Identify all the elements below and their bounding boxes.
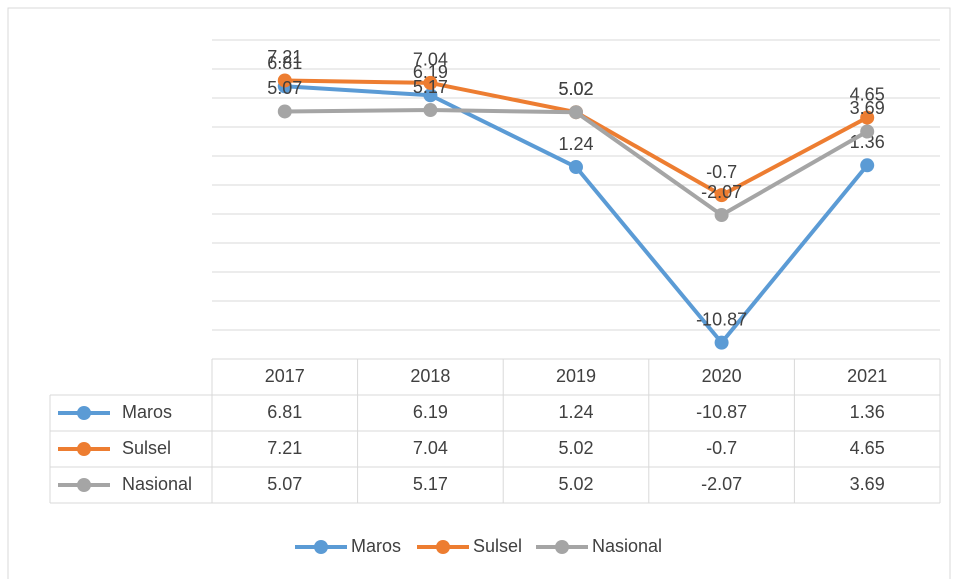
legend-marker	[436, 540, 450, 554]
data-label: 5.02	[558, 79, 593, 99]
data-label: -10.87	[696, 309, 747, 329]
legend-marker	[77, 442, 91, 456]
data-label: 4.65	[850, 84, 885, 104]
data-point	[423, 88, 438, 103]
data-point	[423, 103, 438, 118]
table-cell: -2.07	[701, 474, 742, 494]
table-series-name: Maros	[122, 402, 172, 422]
data-label: 5.17	[413, 77, 448, 97]
legend-marker	[77, 478, 91, 492]
data-label: -2.07	[701, 182, 742, 202]
table-cell: 5.02	[558, 474, 593, 494]
x-tick-label: 2017	[265, 366, 305, 386]
data-point	[860, 124, 875, 139]
x-tick-label: 2019	[556, 366, 596, 386]
table-cell: 4.65	[850, 438, 885, 458]
x-tick-label: 2020	[702, 366, 742, 386]
legend-label: Maros	[351, 536, 401, 556]
table-cell: 6.81	[267, 402, 302, 422]
data-point	[423, 75, 438, 90]
table-cell: 7.21	[267, 438, 302, 458]
table-series-name: Sulsel	[122, 438, 171, 458]
data-point	[714, 188, 729, 203]
data-point	[277, 104, 292, 119]
table-cell: -0.7	[706, 438, 737, 458]
data-point	[714, 335, 729, 350]
table-cell: -10.87	[696, 402, 747, 422]
legend-marker	[555, 540, 569, 554]
data-point	[277, 73, 292, 88]
data-label: 1.24	[558, 134, 593, 154]
data-label: 5.07	[267, 78, 302, 98]
table-cell: 1.36	[850, 402, 885, 422]
table-cell: 5.17	[413, 474, 448, 494]
table-cell: 1.24	[558, 402, 593, 422]
table-cell: 3.69	[850, 474, 885, 494]
data-label: 7.04	[413, 50, 448, 70]
data-label: 7.21	[267, 47, 302, 67]
table-cell: 7.04	[413, 438, 448, 458]
x-tick-label: 2018	[410, 366, 450, 386]
legend-label: Sulsel	[473, 536, 522, 556]
table-series-name: Nasional	[122, 474, 192, 494]
chart-border	[7, 7, 951, 579]
legend-marker	[77, 406, 91, 420]
data-label: 5.02	[558, 79, 593, 99]
data-point	[569, 105, 583, 120]
data-point	[569, 160, 583, 175]
data-point	[860, 110, 875, 125]
x-tick-label: 2021	[847, 366, 887, 386]
legend-label: Nasional	[592, 536, 662, 556]
data-label: 3.69	[850, 98, 885, 118]
table-cell: 5.02	[558, 438, 593, 458]
data-label: 6.81	[267, 53, 302, 73]
legend-marker	[314, 540, 328, 554]
data-point	[714, 208, 729, 223]
data-label: 6.19	[413, 62, 448, 82]
table-cell: 6.19	[413, 402, 448, 422]
data-label: -0.7	[706, 162, 737, 182]
data-point	[860, 158, 875, 173]
table-cell: 5.07	[267, 474, 302, 494]
